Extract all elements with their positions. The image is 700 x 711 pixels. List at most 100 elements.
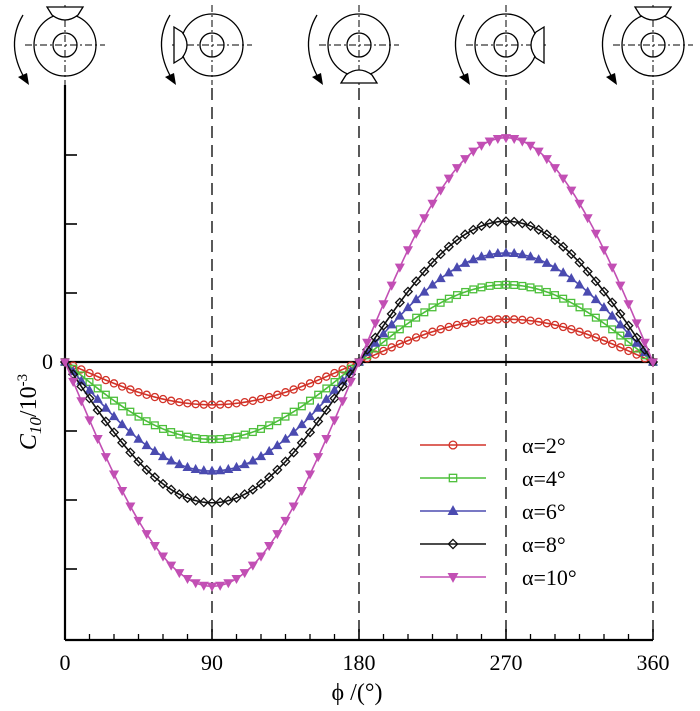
data-point (427, 199, 438, 209)
data-point (402, 246, 414, 256)
data-point (559, 294, 568, 303)
data-point (460, 257, 471, 267)
rotation-arrow (454, 14, 467, 80)
data-point (313, 416, 324, 427)
x-tick-label: 270 (490, 650, 523, 675)
data-point (525, 220, 536, 232)
data-point (500, 134, 512, 144)
data-point (476, 220, 487, 232)
data-point (567, 325, 576, 334)
data-point (484, 137, 495, 147)
data-point (117, 437, 128, 448)
data-point (492, 134, 503, 145)
data-point (134, 412, 143, 421)
data-point (485, 281, 494, 290)
data-point (207, 435, 217, 444)
data-point (509, 247, 520, 258)
data-point (239, 569, 250, 579)
data-point (125, 426, 136, 436)
data-point (419, 286, 430, 296)
data-point (623, 328, 634, 338)
data-point (133, 433, 144, 443)
data-point (599, 319, 609, 328)
data-point (566, 249, 577, 260)
data-point (240, 397, 249, 407)
data-point (460, 155, 471, 165)
x-tick-label: 90 (201, 650, 223, 675)
data-point (264, 472, 275, 483)
data-point (255, 478, 267, 490)
data-point (100, 416, 111, 427)
data-point (461, 287, 470, 296)
rotation-arrowhead (459, 73, 470, 85)
data-point (419, 266, 430, 277)
data-point (484, 249, 495, 259)
data-point (615, 281, 626, 291)
data-point (607, 339, 617, 349)
data-point (190, 579, 201, 589)
data-point (542, 319, 552, 328)
x-tick-label: 0 (60, 650, 71, 675)
data-point (378, 320, 389, 331)
hub-ring (493, 32, 519, 58)
data-point (158, 424, 168, 433)
data-point (101, 375, 111, 385)
data-point (395, 325, 404, 334)
data-point (297, 402, 306, 411)
data-point (247, 484, 258, 495)
data-point (329, 416, 340, 426)
data-point (215, 581, 226, 591)
data-point (402, 286, 414, 297)
rotation-arrow (307, 14, 320, 80)
data-point (477, 316, 486, 325)
data-point (117, 486, 128, 497)
data-point (411, 276, 422, 287)
data-point (125, 447, 136, 458)
data-point (166, 396, 176, 405)
data-point (174, 569, 185, 579)
data-point (386, 308, 397, 319)
data-point (362, 338, 373, 348)
data-point (517, 137, 528, 147)
data-point (615, 308, 626, 319)
rotation-arrowhead (312, 73, 323, 85)
data-point (272, 440, 283, 450)
data-point (337, 381, 348, 392)
data-point (436, 298, 445, 307)
data-point (93, 384, 102, 393)
data-point (549, 262, 561, 272)
data-point (232, 399, 241, 408)
series-triangle-down (59, 134, 659, 592)
data-point (403, 319, 413, 328)
data-point (76, 381, 87, 392)
data-point (452, 320, 462, 330)
data-point (476, 141, 487, 151)
data-point (215, 400, 225, 409)
data-point (150, 421, 159, 430)
rotation-arrowhead (165, 73, 176, 85)
data-point (541, 257, 552, 267)
data-point (231, 492, 242, 504)
hub-ring (346, 32, 372, 58)
rotor-blade-icon (13, 5, 105, 85)
data-point (239, 489, 250, 500)
data-point (632, 350, 641, 359)
data-point (411, 229, 422, 239)
data-point (485, 315, 494, 325)
data-point (199, 400, 209, 409)
blade-shape (45, 6, 85, 21)
data-point (387, 331, 396, 340)
data-point (624, 346, 633, 356)
data-point (322, 372, 331, 381)
data-point (394, 297, 405, 308)
data-point (264, 392, 274, 402)
data-point (469, 285, 478, 294)
data-point (492, 216, 503, 227)
legend-label: α=2° (522, 433, 566, 458)
data-point (500, 216, 512, 227)
data-point (92, 435, 103, 445)
data-point (149, 445, 160, 455)
data-point (435, 273, 446, 283)
data-point (598, 286, 610, 297)
data-point (598, 302, 610, 312)
